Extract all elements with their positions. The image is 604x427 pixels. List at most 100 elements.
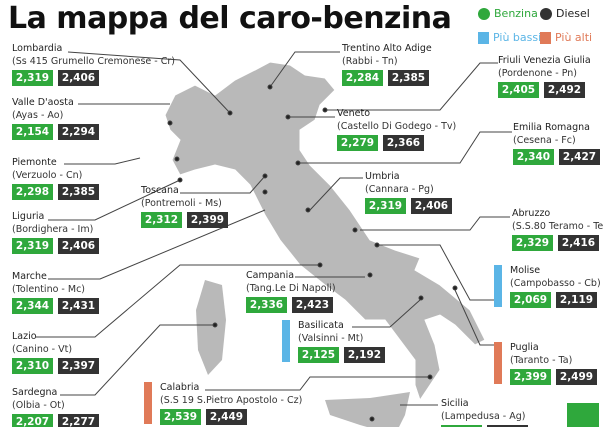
region-name: Sardegna [12, 387, 58, 398]
region-name: Valle D'aosta [12, 97, 74, 108]
legend-benzina: Benzina [478, 7, 538, 20]
region-location: (Canino - Vt) [12, 344, 73, 355]
region-location: (S.S 19 S.Pietro Apostolo - Cz) [160, 395, 303, 406]
region-name: Sicilia [441, 398, 469, 409]
region-name: Lombardia [12, 43, 63, 54]
benzina-price: 2,336 [246, 297, 287, 313]
diesel-price: 2,294 [58, 124, 99, 140]
benzina-price: 2,539 [160, 409, 201, 425]
region-calabria: Calabria (S.S 19 S.Pietro Apostolo - Cz)… [160, 381, 302, 425]
benzina-price: 2,154 [12, 124, 53, 140]
diesel-price: 2,416 [558, 235, 599, 251]
benzina-price: 2,319 [12, 70, 53, 86]
legend-diesel: Diesel [540, 7, 590, 20]
legend-bassi: Più bassi [478, 31, 541, 44]
legend-alti-label: Più alti [555, 31, 593, 44]
region-toscana: Toscana (Pontremoli - Ms) 2,312 2,399 [141, 184, 228, 228]
region-name: Piemonte [12, 157, 57, 168]
blue-square-icon [478, 31, 489, 44]
leader-lines [36, 51, 512, 422]
benzina-price: 2,298 [12, 184, 53, 200]
legend-bassi-label: Più bassi [493, 31, 542, 44]
dark-dot-icon [540, 7, 552, 20]
diesel-price: 2,499 [556, 369, 597, 385]
benzina-price: 2,340 [513, 149, 554, 165]
price-boxes: 2,154 2,294 [12, 124, 99, 140]
region-name: Friuli Venezia Giulia [498, 55, 591, 66]
region-lombardia: Lombardia (Ss 415 Grumello Cremonese - C… [12, 42, 175, 86]
region-location: (Pontremoli - Ms) [141, 198, 222, 209]
region-name: Puglia [510, 342, 539, 353]
region-name: Trentino Alto Adige [342, 43, 432, 54]
diesel-price: 2,449 [206, 409, 247, 425]
price-boxes: 2,298 2,385 [12, 184, 99, 200]
region-location: (Olbia - Ot) [12, 400, 65, 411]
region-name: Toscana [141, 185, 179, 196]
region-liguria: Liguria (Bordighera - Im) 2,319 2,406 [12, 210, 99, 254]
region-name: Campania [246, 270, 295, 281]
benzina-price: 2,319 [365, 198, 406, 214]
price-boxes: 2,319 2,406 [365, 198, 452, 214]
diesel-price: 2,406 [58, 238, 99, 254]
highest-price-marker [494, 342, 502, 384]
price-boxes: 2,336 2,423 [246, 297, 336, 313]
region-name: Basilicata [298, 320, 344, 331]
benzina-price: 2,312 [141, 212, 182, 228]
region-campania: Campania (Tang.Le Di Napoli) 2,336 2,423 [246, 269, 336, 313]
region-emilia-romagna: Emilia Romagna (Cesena - Fc) 2,340 2,427 [513, 121, 600, 165]
sicily [325, 392, 410, 427]
highest-price-marker [144, 382, 152, 424]
region-name: Emilia Romagna [513, 122, 590, 133]
diesel-price: 2,406 [58, 70, 99, 86]
region-friuli-venezia-giulia: Friuli Venezia Giulia (Pordenone - Pn) 2… [498, 54, 591, 98]
region-name: Veneto [337, 108, 371, 119]
diesel-price: 2,397 [58, 358, 99, 374]
region-valle-d-aosta: Valle D'aosta (Ayas - Ao) 2,154 2,294 [12, 96, 99, 140]
price-boxes: 2,312 2,399 [141, 212, 228, 228]
legend-alti: Più alti [540, 31, 592, 44]
region-location: (Lampedusa - Ag) [441, 411, 526, 422]
diesel-price: 2,385 [58, 184, 99, 200]
orange-square-icon [540, 31, 551, 44]
region-name: Abruzzo [512, 208, 551, 219]
price-boxes: 2,310 2,397 [12, 358, 99, 374]
region-name: Molise [510, 265, 541, 276]
benzina-price: 2,344 [12, 298, 53, 314]
price-boxes: 2,405 2,492 [498, 82, 591, 98]
region-location: (S.S.80 Teramo - Te) [512, 221, 604, 232]
price-boxes [441, 425, 528, 427]
price-boxes: 2,329 2,416 [512, 235, 604, 251]
sardinia [196, 280, 226, 375]
legend-benzina-label: Benzina [494, 7, 538, 20]
region-abruzzo: Abruzzo (S.S.80 Teramo - Te) 2,329 2,416 [512, 207, 604, 251]
diesel-price: 2,277 [58, 414, 99, 427]
region-lazio: Lazio (Canino - Vt) 2,310 2,397 [12, 330, 99, 374]
benzina-price: 2,329 [512, 235, 553, 251]
region-location: (Pordenone - Pn) [498, 68, 577, 79]
price-boxes: 2,207 2,277 [12, 414, 99, 427]
diesel-price: 2,119 [556, 292, 597, 308]
price-boxes: 2,279 2,366 [337, 135, 456, 151]
diesel-price: 2,366 [383, 135, 424, 151]
benzina-price: 2,279 [337, 135, 378, 151]
diesel-price: 2,423 [292, 297, 333, 313]
region-location: (Verzuolo - Cn) [12, 170, 83, 181]
region-basilicata: Basilicata (Valsinni - Mt) 2,125 2,192 [298, 319, 385, 363]
price-boxes: 2,125 2,192 [298, 347, 385, 363]
region-location: (Campobasso - Cb) [510, 278, 601, 289]
region-location: (Bordighera - Im) [12, 224, 94, 235]
benzina-price: 2,069 [510, 292, 551, 308]
region-location: (Cannara - Pg) [365, 184, 434, 195]
benzina-price: 2,399 [510, 369, 551, 385]
benzina-price: 2,207 [12, 414, 53, 427]
region-location: (Castello Di Godego - Tv) [337, 121, 457, 132]
lowest-price-marker [494, 265, 502, 307]
price-boxes: 2,284 2,385 [342, 70, 432, 86]
diesel-price: 2,385 [388, 70, 429, 86]
diesel-price: 2,406 [411, 198, 452, 214]
region-location: (Ss 415 Grumello Cremonese - Cr) [12, 56, 175, 67]
price-boxes: 2,319 2,406 [12, 70, 175, 86]
region-sardegna: Sardegna (Olbia - Ot) 2,207 2,277 [12, 386, 99, 427]
price-boxes: 2,319 2,406 [12, 238, 99, 254]
